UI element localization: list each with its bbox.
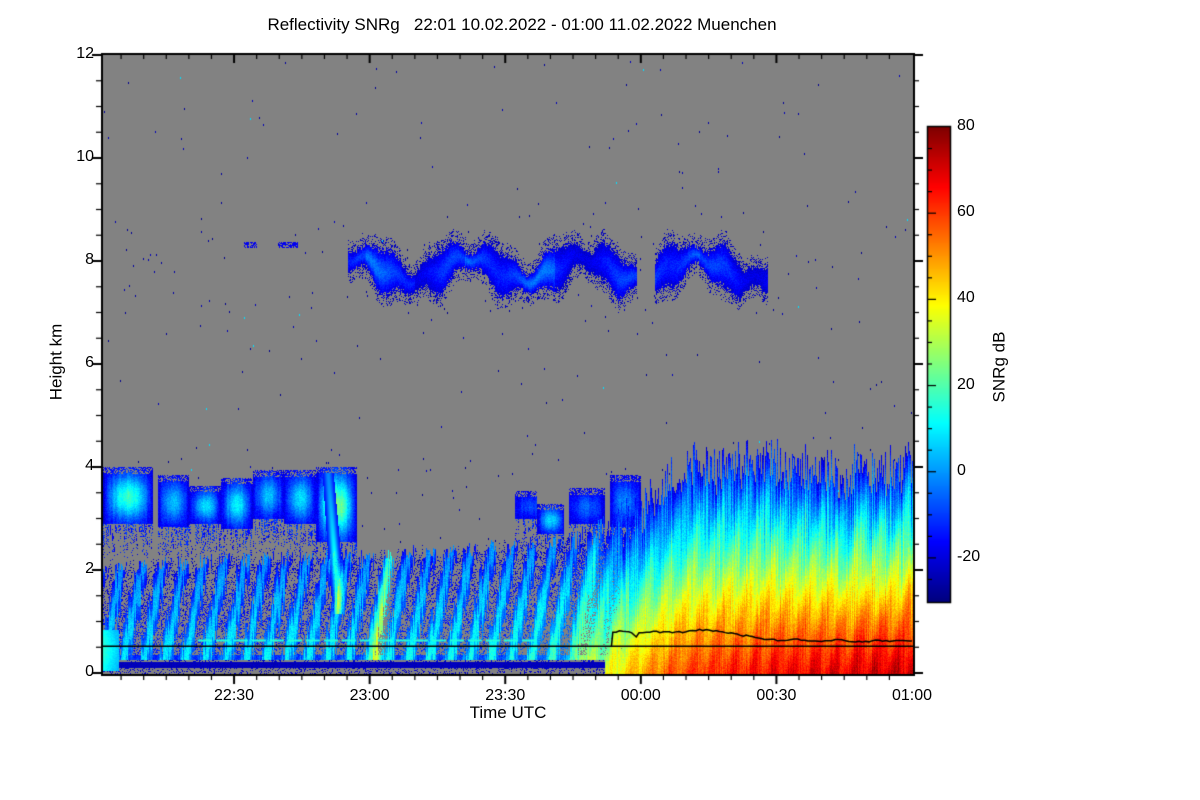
y-tick-label: 8 [85, 251, 94, 268]
chart-title: Reflectivity SNRg 22:01 10.02.2022 - 01:… [267, 15, 777, 34]
x-tick-label: 01:00 [891, 687, 933, 704]
colorbar-tick-label: 40 [957, 289, 975, 307]
colorbar-tick-label: -20 [957, 547, 981, 565]
y-tick-label: 10 [76, 148, 94, 165]
x-tick-label: 00:30 [756, 687, 797, 704]
y-tick-label: 12 [76, 45, 94, 62]
x-axis-label: Time UTC [469, 703, 547, 722]
y-tick-label: 0 [85, 663, 94, 680]
x-tick-label: 22:30 [214, 687, 255, 704]
y-tick-label: 6 [85, 354, 94, 371]
y-tick-label: 4 [85, 457, 94, 474]
colorbar-tick-label: 0 [957, 461, 966, 479]
x-tick-label: 23:00 [349, 687, 390, 704]
x-tick-label: 23:30 [485, 687, 526, 704]
colorbar-tick-label: 80 [957, 117, 975, 134]
colorbar-tick-label: 20 [957, 375, 975, 393]
x-tick-label: 00:00 [620, 687, 661, 704]
colorbar-tick-label: 60 [957, 203, 975, 221]
y-tick-label: 2 [85, 560, 94, 577]
